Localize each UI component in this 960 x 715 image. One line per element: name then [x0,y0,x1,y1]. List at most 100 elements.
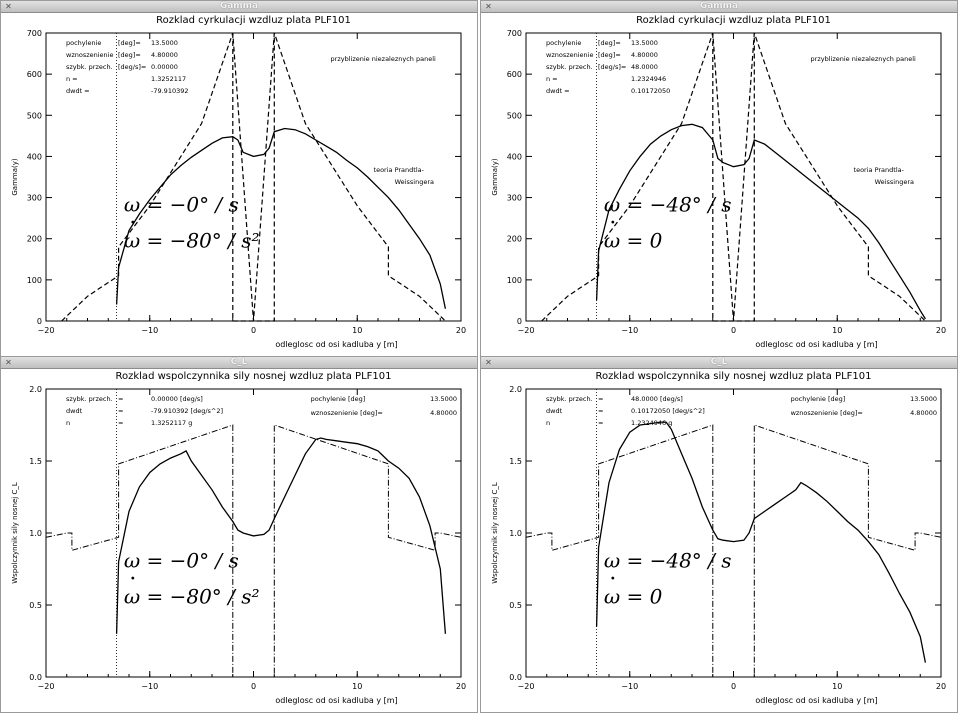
y-tick-label: 1.5 [509,457,522,466]
y-tick-label: 300 [507,194,522,203]
info-label: wznoszenienie [546,51,593,59]
window-titlebar[interactable]: ✕ C_L [1,357,477,369]
info-value: 1.2324946 g [631,419,672,427]
omega-dot-label: ω = −80° / s² [124,585,260,609]
series-line-dashdot [525,424,942,678]
plot-frame [45,32,462,322]
plot-frame [45,388,462,678]
y-tick-label: 600 [27,70,42,79]
info-value: 13.5000 [631,39,658,47]
y-tick-label: 500 [27,111,42,120]
series-line-dashdot [45,424,462,678]
info-value: 1.3252117 g [151,419,192,427]
omega-dot: • [130,218,136,229]
lift-coefficient-chart: Rozklad wspolczynnika sily nosnej wzdluz… [11,371,466,705]
window-titlebar[interactable]: ✕ Gamma [481,1,957,13]
info-value: 0.00000 [151,63,178,71]
series-line-dashed_rect [232,33,275,322]
x-axis-label: odleglosc od osi kadluba y [m] [275,340,397,349]
y-tick-label: 2.0 [509,385,522,394]
window-menu-icon[interactable]: ✕ [485,2,492,11]
info-unit: [deg]= [118,51,141,59]
info-value: 48.0000 [631,63,658,71]
info-unit: = [598,419,603,427]
y-tick-label: 0 [517,317,522,326]
omega-dot: • [130,574,136,585]
chart-title: Rozklad cyrkulacji wzdluz plata PLF101 [156,15,351,26]
y-tick-label: 400 [27,152,42,161]
info-value: 4.80000 [631,51,658,59]
info-unit: = [598,395,603,403]
series-line-dashed [541,32,926,322]
x-tick-label: 0 [251,326,256,335]
info-right-label: pochylenie [deg] [311,395,366,403]
annotation-panels: przyblizenie niezaleznych paneli [811,55,916,63]
x-tick-label: 10 [832,682,842,691]
x-tick-label: 10 [352,682,362,691]
omega-dot-label: ω = 0 [604,585,663,609]
info-value: 48.0000 [deg/s] [631,395,683,403]
circulation-chart: Rozklad cyrkulacji wzdluz plata PLF101 −2… [11,15,466,349]
omega-label: ω = −48° / s [604,193,732,217]
info-unit: [deg/s]= [118,63,146,71]
gamma-window-right: ✕ Gamma Rozklad cyrkulacji wzdluz plata … [480,0,958,357]
info-unit: = [598,407,603,415]
y-tick-label: 0.5 [29,601,42,610]
y-axis-label: Gamma(y) [11,158,19,196]
y-tick-label: 500 [507,111,522,120]
x-tick-label: −10 [141,682,158,691]
window-title: C_L [710,357,728,367]
window-menu-icon[interactable]: ✕ [5,358,12,367]
annotation-panels: przyblizenie niezaleznych paneli [331,55,436,63]
y-tick-label: 700 [507,29,522,38]
omega-label: ω = −0° / s [124,549,239,573]
x-tick-label: 0 [731,326,736,335]
omega-dot: • [610,218,616,229]
y-tick-label: 100 [27,276,42,285]
x-tick-label: −10 [621,682,638,691]
y-tick-label: 1.5 [29,457,42,466]
annotation-theory: Weissingera [875,178,914,186]
lift-coefficient-chart: Rozklad wspolczynnika sily nosnej wzdluz… [491,371,946,705]
info-unit: = [118,395,123,403]
x-tick-label: 20 [456,326,466,335]
info-label: szybk. przech. [66,395,113,403]
window-titlebar[interactable]: ✕ Gamma [1,1,477,13]
gamma-window-left: ✕ Gamma Rozklad cyrkulacji wzdluz plata … [0,0,478,357]
info-right-label: wznoszenienie [deg]= [311,409,383,417]
window-titlebar[interactable]: ✕ C_L [481,357,957,369]
y-tick-label: 700 [27,29,42,38]
x-tick-label: 0 [251,682,256,691]
x-tick-label: 0 [731,682,736,691]
info-value: 0.10172050 [deg/s^2] [631,407,705,415]
y-axis-label: Gamma(y) [491,158,499,196]
info-label: n [66,419,70,427]
info-label: n = [66,75,78,83]
info-value: 1.2324946 [631,75,666,83]
window-title: Gamma [699,1,739,11]
cl-window-right: ✕ C_L Rozklad wspolczynnika sily nosnej … [480,356,958,713]
x-tick-label: −20 [38,326,55,335]
y-tick-label: 0 [37,317,42,326]
y-tick-label: 200 [507,235,522,244]
info-right-label: wznoszenienie [deg]= [791,409,863,417]
y-axis-label: Wspolczynnik sily nosnej C_L [491,482,499,584]
x-tick-label: 20 [936,326,946,335]
window-menu-icon[interactable]: ✕ [5,2,12,11]
y-tick-label: 600 [507,70,522,79]
info-unit: [deg]= [598,51,621,59]
plot-frame [525,32,942,322]
y-tick-label: 400 [507,152,522,161]
y-tick-label: 2.0 [29,385,42,394]
window-menu-icon[interactable]: ✕ [485,358,492,367]
annotation-theory: teoria Prandtla- [374,166,425,174]
series-line-solid [115,127,447,309]
info-unit: [deg]= [118,39,141,47]
cl-window-left: ✕ C_L Rozklad wspolczynnika sily nosnej … [0,356,478,713]
info-unit: [deg/s]= [598,63,626,71]
info-value: 1.3252117 [151,75,186,83]
info-value: 13.5000 [151,39,178,47]
window-title: C_L [230,357,248,367]
info-label: dwdt [66,407,83,415]
series-line-solid [595,123,926,320]
